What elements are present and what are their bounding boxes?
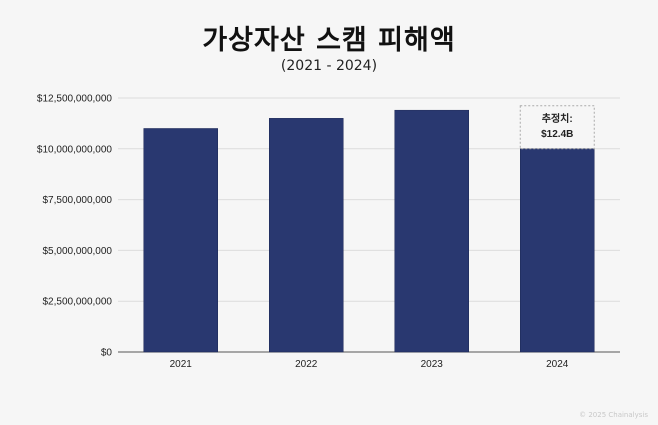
bar-2022 — [269, 118, 344, 353]
y-tick-label: $10,000,000,000 — [37, 144, 113, 155]
bar-2024 — [520, 148, 595, 353]
y-tick-label: $5,000,000,000 — [42, 246, 112, 257]
x-tick-label: 2023 — [421, 359, 444, 370]
x-tick-label: 2024 — [546, 359, 569, 370]
bar-2021 — [143, 128, 218, 353]
bar-2023 — [394, 109, 469, 353]
x-tick-label: 2022 — [295, 359, 318, 370]
y-tick-label: $12,500,000,000 — [37, 94, 113, 105]
y-tick-label: $0 — [101, 348, 113, 359]
chart-subtitle: (2021 - 2024) — [280, 58, 378, 74]
y-tick-label: $2,500,000,000 — [42, 297, 112, 308]
watermark: © 2025 Chainalysis — [579, 411, 648, 419]
x-tick-label: 2021 — [170, 359, 193, 370]
estimate-label: 추정치: — [542, 112, 573, 125]
y-tick-label: $7,500,000,000 — [42, 195, 112, 206]
estimate-value: $12.4B — [541, 129, 573, 140]
chart-title: 가상자산 스캠 피해액 — [202, 25, 456, 56]
estimate-annotation-box — [519, 105, 595, 150]
